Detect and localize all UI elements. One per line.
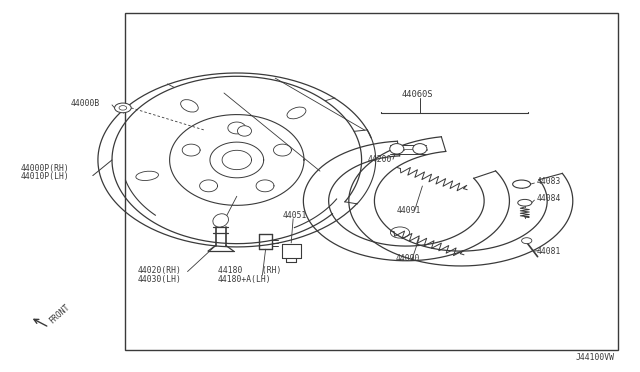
Text: 44081: 44081 bbox=[536, 247, 561, 256]
Text: 44090: 44090 bbox=[396, 254, 420, 263]
Ellipse shape bbox=[136, 171, 159, 180]
Text: 44000P(RH): 44000P(RH) bbox=[20, 164, 69, 173]
Text: 44180    (RH): 44180 (RH) bbox=[218, 266, 281, 275]
Ellipse shape bbox=[287, 107, 306, 119]
Circle shape bbox=[522, 238, 532, 244]
Circle shape bbox=[115, 103, 131, 113]
Ellipse shape bbox=[213, 214, 228, 227]
Text: 44010P(LH): 44010P(LH) bbox=[20, 172, 69, 181]
Text: 44051: 44051 bbox=[283, 211, 307, 219]
Text: 44180+A(LH): 44180+A(LH) bbox=[218, 275, 271, 283]
Text: 44060S: 44060S bbox=[402, 90, 433, 99]
Ellipse shape bbox=[237, 126, 252, 136]
Ellipse shape bbox=[413, 144, 427, 154]
Ellipse shape bbox=[180, 100, 198, 112]
Bar bbox=[125, 13, 618, 350]
Text: 44083: 44083 bbox=[536, 177, 561, 186]
Text: J44100VW: J44100VW bbox=[575, 353, 614, 362]
Circle shape bbox=[119, 106, 127, 110]
Text: 44030(LH): 44030(LH) bbox=[138, 275, 182, 283]
Ellipse shape bbox=[513, 180, 531, 188]
Text: 44091: 44091 bbox=[397, 206, 421, 215]
Ellipse shape bbox=[390, 144, 404, 154]
Text: 44084: 44084 bbox=[536, 194, 561, 203]
Text: FRONT: FRONT bbox=[47, 302, 72, 325]
Text: 44200: 44200 bbox=[368, 155, 392, 164]
Text: 44020(RH): 44020(RH) bbox=[138, 266, 182, 275]
Circle shape bbox=[390, 227, 410, 238]
Ellipse shape bbox=[518, 199, 532, 206]
Text: 44000B: 44000B bbox=[70, 99, 100, 108]
